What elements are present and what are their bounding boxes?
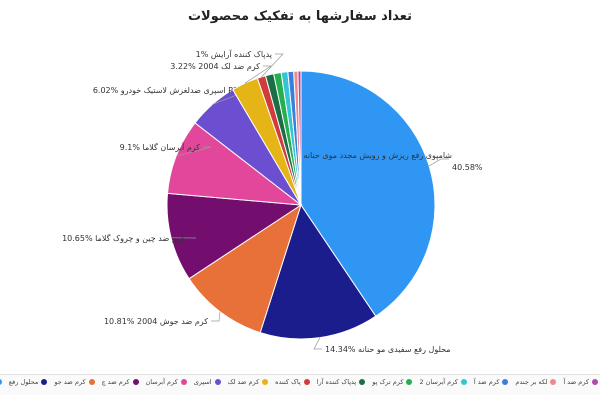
legend: شامپوی رفع محلول رفع کرم ضد جو کرم ضد چ کرم … [0,378,598,386]
slice-label: شامپوی رفع ریزش و رویش مجدد موی حنانه [304,151,453,160]
legend-label: پدپاک کننده آرا [316,378,357,386]
legend-item[interactable]: کرم ترک پو [372,378,413,386]
legend-swatch [214,379,221,385]
label-leader-line [429,158,449,167]
slice-label: 9.1% کرم آبرسان گلاما [120,142,201,152]
legend-item[interactable]: کرم آبرسان [146,378,187,386]
legend-item[interactable]: کرم ضد چ [102,378,139,386]
label-leader-line [261,53,284,78]
legend-item[interactable]: کرم ضد لک [228,378,269,386]
slice-label: 10.65% کرم ضد چین و چروک گلاما [62,233,185,243]
pie-chart: شامپوی رفع ریزش و رویش مجدد موی حنانه 40.… [62,49,483,354]
legend-label: کرم ضد لک [227,378,260,386]
legend-label: کرم ضد آ [563,378,589,386]
legend-swatch [460,379,467,385]
slice-value-label: 40.58% [452,163,483,172]
legend-swatch [592,379,598,385]
label-leader-line [176,146,212,157]
legend-item[interactable]: کرم ضد آ [563,378,598,386]
label-leader-line [244,65,273,84]
legend-label: لکه بر جندم [515,378,548,386]
legend-bar: شامپوی رفع محلول رفع کرم ضد جو کرم ضد چ کرم … [0,374,600,395]
legend-item[interactable]: کرم ضد جو [54,378,95,386]
slice-label: 1% پدپاک کننده آرایش [196,49,272,59]
legend-item[interactable]: کرم آبرسان 2 [419,378,467,386]
pie-slice[interactable] [259,203,377,340]
legend-item[interactable]: اسپری [194,378,221,386]
legend-label: کرم ترک پو [372,378,404,386]
legend-swatch [88,379,95,385]
legend-swatch [132,379,139,385]
legend-label: کرم آبرسان [145,378,178,386]
chart-title: تعداد سفارشها به تفکیک محصولات [187,9,412,24]
legend-swatch [41,379,48,385]
legend-item[interactable]: کرم ضد آ [474,378,509,386]
pie-slice[interactable] [297,70,302,206]
slice-label: 10.81% کرم ضد جوش 2004 [104,317,208,326]
legend-label: اسپری [193,378,212,386]
legend-swatch [303,379,310,385]
legend-label: کرم ضد چ [101,378,130,386]
legend-swatch [180,379,187,385]
legend-label: پاک کننده [275,378,301,386]
legend-swatch [359,379,366,385]
legend-label: محلول رفع [8,378,39,386]
legend-label: کرم آبرسان 2 [419,378,458,386]
legend-item[interactable]: محلول رفع [9,378,48,386]
label-leader-line [313,337,322,350]
label-leader-line [211,311,221,322]
legend-item[interactable]: پاک کننده [275,378,310,386]
legend-label: کرم ضد آ [473,378,500,386]
legend-item[interactable]: پدپاک کننده آرا [317,378,366,386]
slice-label: 6.02% اسپری ضدلغزش لاستیک خودرو P3 [93,86,238,95]
legend-swatch [550,379,557,385]
legend-swatch [502,379,509,385]
legend-item[interactable]: لکه بر جندم [515,378,557,386]
legend-item[interactable]: شامپوی رفع [0,378,2,386]
legend-swatch [406,379,413,385]
slice-label: 14.34% محلول رفع سفیدی مو حنانه [325,345,451,354]
legend-swatch [262,379,269,385]
legend-swatch [0,379,2,385]
legend-label: کرم ضد جو [54,378,86,386]
slice-label: 3.22% کرم ضد لک 2004 [170,62,260,71]
